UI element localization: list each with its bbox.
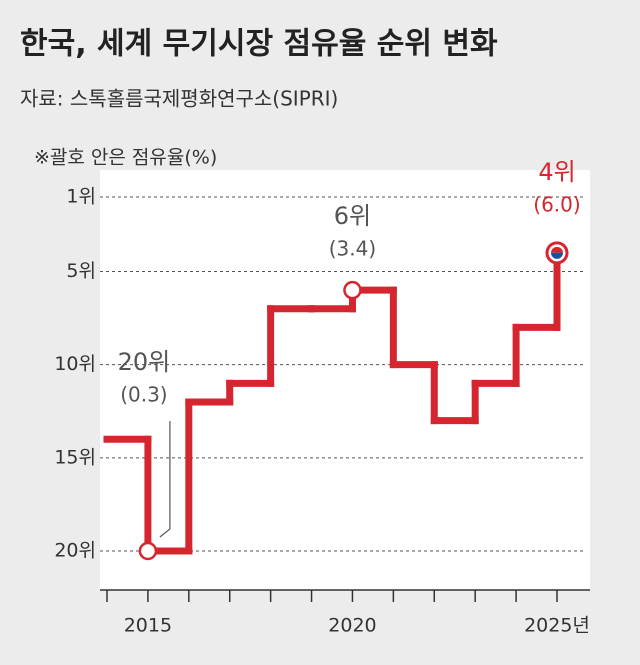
y-tick-label: 5위 — [66, 260, 96, 282]
chart-subtitle: 자료: 스톡홀름국제평화연구소(SIPRI) — [20, 87, 338, 111]
x-tick-label: 2025년 — [524, 615, 590, 637]
x-tick-label: 2015 — [124, 615, 172, 637]
step-line — [103, 249, 561, 555]
annotation-label: 6위 — [334, 202, 371, 230]
y-tick-label: 10위 — [54, 353, 96, 375]
annotation-note: (3.4) — [329, 237, 376, 261]
flag-blue — [551, 252, 563, 259]
point-marker — [343, 280, 362, 300]
annotation-note: (6.0) — [533, 192, 580, 216]
chart-note: ※괄호 안은 점유율(%) — [34, 147, 217, 169]
annotation-arrow — [159, 421, 171, 538]
y-tick-label: 20위 — [54, 540, 96, 562]
flag-red — [551, 246, 563, 253]
point-marker — [138, 541, 158, 561]
x-tick-label: 2020 — [328, 615, 376, 637]
annotation-label: 4위 — [538, 158, 575, 186]
y-tick-label: 1위 — [66, 186, 96, 208]
y-tick-label: 15위 — [54, 446, 96, 468]
annotation-note: (0.3) — [120, 383, 167, 407]
chart-title: 한국, 세계 무기시장 점유율 순위 변화 — [20, 27, 498, 62]
annotation-label: 20위 — [118, 348, 171, 376]
